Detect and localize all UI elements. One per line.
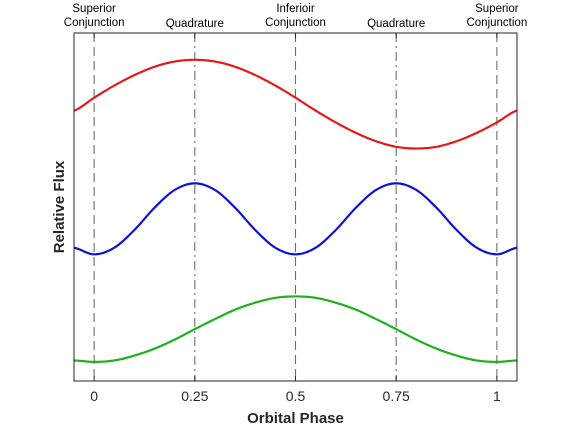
phase-marker-lines [93,33,498,381]
flux-curve-2 [73,182,518,256]
phase-annotation: Superior [475,3,519,15]
x-axis-ticks: 0 0.25 0.5 0.75 1 [90,33,501,404]
x-tick-label: 0.75 [383,388,410,404]
phase-annotation: Quadrature [166,18,224,30]
phase-annotation: Quadrature [367,18,425,30]
phase-annotation: Superior [72,3,116,15]
flux-curve-3 [73,295,518,363]
flux-curve-1 [73,58,518,150]
phase-annotation: Conjunction [64,17,125,29]
x-tick-label: 0.25 [181,388,208,404]
x-tick-label: 1 [493,388,501,404]
x-tick-label: 0 [90,388,98,404]
y-axis-label: Relative Flux [51,160,68,253]
phase-annotation: Conjunction [265,17,326,29]
phase-annotations: Superior Conjunction Quadrature Inferioir Co… [64,3,527,30]
flux-curves [73,58,518,363]
x-tick-label: 0.5 [286,388,306,404]
phase-annotation: Inferioir [276,3,315,15]
x-axis-label: Orbital Phase [247,410,344,427]
phase-annotation: Conjunction [466,17,527,29]
